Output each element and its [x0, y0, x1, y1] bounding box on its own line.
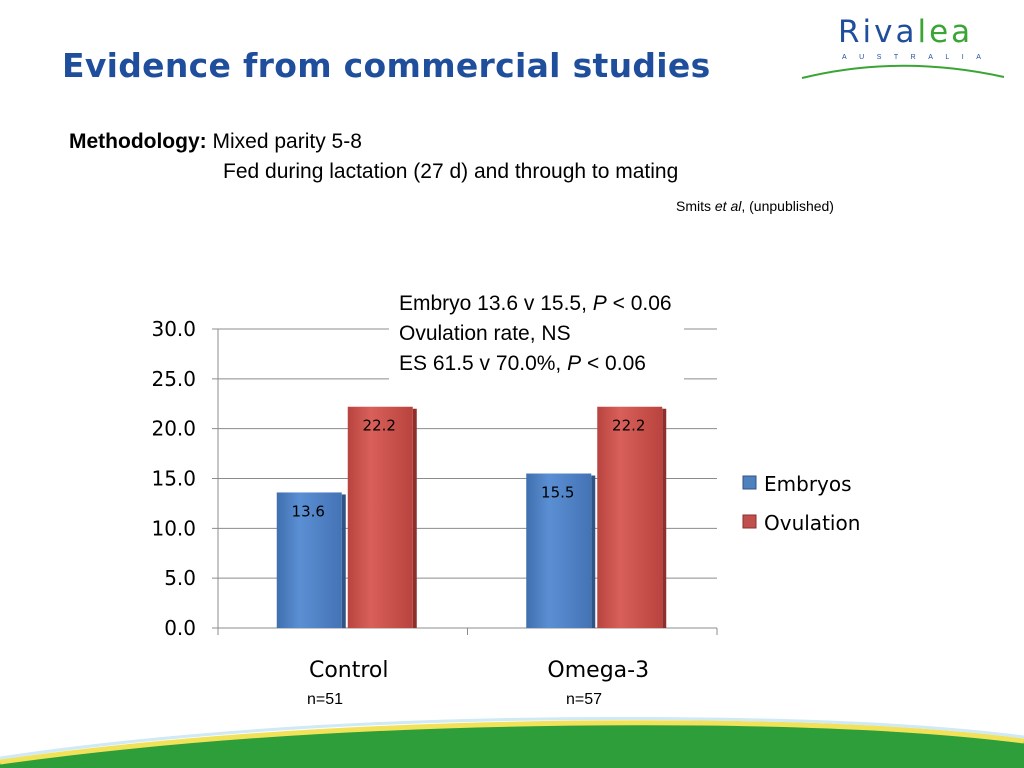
legend-label: Embryos: [764, 472, 852, 496]
logo-swoosh-icon: [801, 64, 1005, 79]
x-category-label: Omega-3: [547, 658, 649, 683]
legend-label: Ovulation: [764, 511, 860, 535]
data-label: 15.5: [541, 484, 574, 502]
sample-size-control: n=51: [307, 691, 344, 708]
sample-size-omega3: n=57: [566, 691, 603, 708]
bar-embryos-control: [276, 492, 342, 628]
y-tick-label: 20.0: [151, 417, 196, 441]
methodology-text1: Mixed parity 5-8: [212, 130, 362, 153]
bar-shadow: [591, 475, 596, 628]
bar-ovulation-control: [347, 406, 413, 628]
logo-wordmark: Rivalea: [838, 14, 974, 50]
data-label: 22.2: [612, 417, 645, 435]
legend-swatch: [742, 514, 757, 529]
legend-swatch: [742, 475, 757, 490]
data-label: 22.2: [363, 417, 396, 435]
bar-shadow: [662, 408, 667, 628]
stats-es: ES 61.5 v 70.0%, P < 0.06: [399, 352, 646, 375]
y-tick-label: 0.0: [164, 616, 196, 640]
data-label: 13.6: [292, 502, 325, 520]
bar-shadow: [412, 408, 417, 628]
rivalea-logo: Rivalea AUSTRALIA: [800, 12, 1010, 79]
y-tick-label: 15.0: [151, 467, 196, 491]
y-tick-label: 25.0: [151, 367, 196, 391]
logo-subtitle: AUSTRALIA: [842, 54, 994, 61]
y-tick-label: 5.0: [164, 566, 196, 590]
bar-shadow: [341, 494, 346, 628]
citation: Smits et al, (unpublished): [676, 198, 834, 214]
y-tick-label: 30.0: [151, 317, 196, 341]
stats-ovulation: Ovulation rate, NS: [399, 322, 571, 345]
methodology-label: Methodology:: [69, 130, 207, 153]
stats-box: Embryo 13.6 v 15.5, P < 0.06 Ovulation r…: [389, 287, 684, 381]
bar-embryos-omega-3: [526, 473, 592, 628]
stats-embryo: Embryo 13.6 v 15.5, P < 0.06: [399, 292, 672, 315]
x-category-label: Control: [309, 658, 389, 683]
bottom-decoration: [0, 716, 1024, 768]
slide-title: Evidence from commercial studies: [62, 46, 711, 85]
bar-ovulation-omega-3: [597, 406, 663, 628]
y-tick-label: 10.0: [151, 516, 196, 540]
methodology-line1: Methodology: Mixed parity 5-8: [69, 130, 362, 154]
methodology-line2: Fed during lactation (27 d) and through …: [223, 160, 679, 183]
